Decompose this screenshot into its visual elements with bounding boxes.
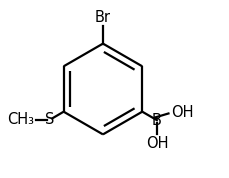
Text: OH: OH [171,105,194,120]
Text: CH₃: CH₃ [7,112,34,127]
Text: Br: Br [95,10,111,25]
Text: S: S [45,112,55,127]
Text: B: B [152,113,162,128]
Text: OH: OH [146,136,168,151]
